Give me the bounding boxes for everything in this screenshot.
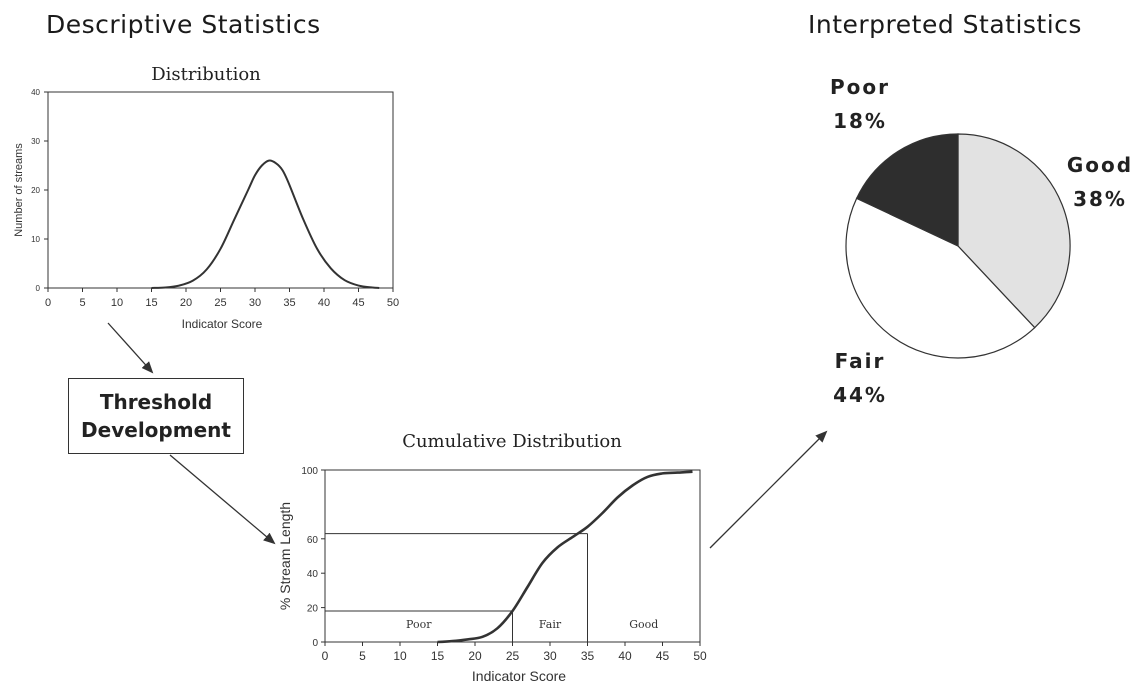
distribution-chart: Distribution 0 5 10 15 20 25 30 35 40 45 50 0 10 20 3… bbox=[13, 64, 399, 331]
cumulative-x-tick-label: 45 bbox=[656, 649, 670, 663]
distribution-x-axis-label: Indicator Score bbox=[182, 317, 263, 331]
cumulative-distribution-chart: Cumulative Distribution 0 5 10 15 20 25 30 35 40… bbox=[277, 431, 707, 684]
distribution-y-tick-label: 10 bbox=[31, 235, 40, 244]
cumulative-x-tick-label: 10 bbox=[393, 649, 407, 663]
distribution-y-axis-label: Number of streams bbox=[13, 143, 25, 237]
arrow-distribution-to-threshold bbox=[107, 322, 154, 374]
cumulative-x-ticks: 0 5 10 15 20 25 30 35 40 45 50 bbox=[322, 642, 707, 663]
threshold-development-box: Threshold Development bbox=[68, 378, 244, 454]
cumulative-x-tick-label: 0 bbox=[322, 649, 329, 663]
cumulative-x-tick-label: 50 bbox=[693, 649, 707, 663]
cumulative-x-tick-label: 30 bbox=[543, 649, 557, 663]
distribution-x-tick-label: 15 bbox=[145, 297, 157, 309]
cumulative-region-label: Good bbox=[629, 618, 658, 631]
pie-label-good-name: Good bbox=[1066, 153, 1134, 177]
cumulative-region-label: Fair bbox=[539, 618, 562, 631]
cumulative-curve bbox=[437, 470, 693, 644]
distribution-x-tick-label: 30 bbox=[249, 297, 261, 309]
distribution-x-tick-label: 0 bbox=[45, 297, 51, 309]
cumulative-x-tick-label: 15 bbox=[431, 649, 445, 663]
distribution-x-tick-label: 50 bbox=[387, 297, 399, 309]
cumulative-x-tick-label: 20 bbox=[468, 649, 482, 663]
interpreted-pie-chart bbox=[845, 133, 1071, 359]
distribution-x-tick-label: 40 bbox=[318, 297, 330, 309]
cumulative-y-tick-label: 0 bbox=[312, 638, 318, 649]
cumulative-y-tick-label: 60 bbox=[307, 535, 319, 546]
distribution-y-tick-label: 40 bbox=[31, 88, 40, 97]
distribution-y-tick-label: 30 bbox=[31, 137, 40, 146]
threshold-development-line1: Threshold bbox=[99, 390, 213, 414]
distribution-y-tick-label: 20 bbox=[31, 186, 40, 195]
pie-label-good-percent: 38% bbox=[1073, 187, 1127, 211]
pie-label-poor: Poor 18% bbox=[820, 70, 900, 138]
pie-slice-fair bbox=[845, 197, 1036, 359]
distribution-x-tick-label: 10 bbox=[111, 297, 123, 309]
cumulative-x-axis-label: Indicator Score bbox=[472, 668, 566, 684]
arrow-cumulative-to-pie bbox=[709, 430, 828, 549]
pie-label-poor-name: Poor bbox=[829, 75, 890, 99]
distribution-x-ticks: 0 5 10 15 20 25 30 35 40 45 50 bbox=[45, 288, 399, 309]
pie-label-fair: Fair 44% bbox=[820, 344, 900, 412]
pie-label-good: Good 38% bbox=[1050, 148, 1148, 216]
distribution-title: Distribution bbox=[151, 64, 261, 85]
pie-slice-good bbox=[957, 133, 1071, 329]
pie-slice-poor bbox=[855, 133, 959, 247]
cumulative-x-tick-label: 40 bbox=[618, 649, 632, 663]
arrow-threshold-to-cumulative bbox=[169, 454, 276, 545]
cumulative-y-tick-label: 100 bbox=[301, 466, 318, 477]
cumulative-region-label: Poor bbox=[406, 618, 432, 631]
cumulative-y-ticks: 0 20 40 60 100 bbox=[301, 466, 325, 649]
cumulative-region-labels: Poor Fair Good bbox=[406, 618, 658, 631]
cumulative-x-tick-label: 35 bbox=[581, 649, 595, 663]
interpreted-statistics-heading: Interpreted Statistics bbox=[808, 10, 1082, 39]
cumulative-y-tick-label: 20 bbox=[307, 604, 319, 615]
cumulative-title: Cumulative Distribution bbox=[402, 431, 622, 452]
cumulative-x-tick-label: 5 bbox=[359, 649, 366, 663]
cumulative-y-axis-label: % Stream Length bbox=[277, 502, 293, 610]
distribution-x-tick-label: 35 bbox=[283, 297, 295, 309]
distribution-x-tick-label: 45 bbox=[352, 297, 364, 309]
distribution-curve bbox=[151, 159, 380, 289]
distribution-plot-frame bbox=[47, 91, 394, 289]
distribution-y-tick-label: 0 bbox=[36, 284, 41, 293]
distribution-x-tick-label: 25 bbox=[214, 297, 226, 309]
pie-label-fair-name: Fair bbox=[834, 349, 886, 373]
cumulative-threshold-lines bbox=[325, 533, 588, 642]
cumulative-x-tick-label: 25 bbox=[506, 649, 520, 663]
distribution-x-tick-label: 20 bbox=[180, 297, 192, 309]
descriptive-statistics-heading: Descriptive Statistics bbox=[46, 10, 321, 39]
pie-label-fair-percent: 44% bbox=[833, 383, 887, 407]
distribution-x-tick-label: 5 bbox=[79, 297, 85, 309]
threshold-development-line2: Development bbox=[81, 418, 231, 442]
pie-label-poor-percent: 18% bbox=[833, 109, 887, 133]
cumulative-y-tick-label: 40 bbox=[307, 569, 319, 580]
distribution-y-ticks: 0 10 20 30 40 bbox=[31, 88, 48, 293]
